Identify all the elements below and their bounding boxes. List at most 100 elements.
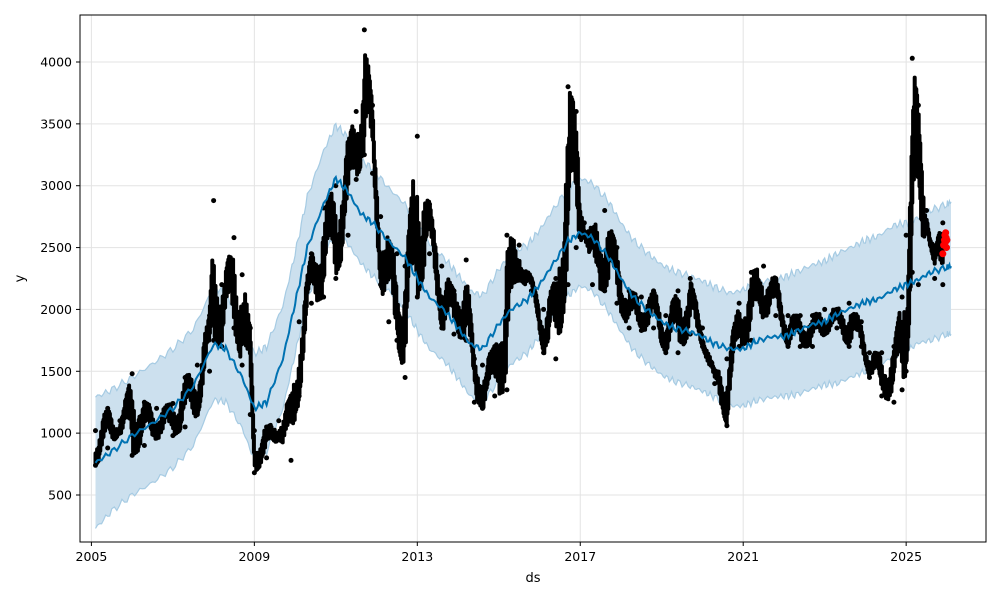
observed-point	[378, 282, 384, 288]
highlight-point	[939, 250, 947, 258]
observed-point	[402, 374, 408, 380]
observed-point	[516, 276, 522, 281]
observed-point	[614, 300, 620, 306]
observed-point	[394, 251, 400, 257]
observed-point	[675, 288, 681, 294]
observed-point	[602, 288, 608, 294]
observed-point	[451, 288, 457, 294]
observed-point	[761, 313, 767, 319]
observed-point	[891, 399, 897, 405]
observed-point	[479, 362, 485, 368]
observed-point	[207, 368, 213, 374]
observed-point	[940, 282, 946, 288]
x-tick-label: 2013	[401, 549, 433, 564]
observed-point	[402, 263, 408, 269]
observed-point	[308, 300, 314, 306]
x-tick-label: 2009	[238, 549, 270, 564]
observed-point	[915, 102, 921, 108]
observed-point	[182, 424, 188, 430]
observed-point	[651, 288, 657, 294]
observed-point	[288, 393, 294, 399]
plot-frame	[79, 14, 987, 543]
observed-point	[932, 245, 938, 251]
observed-point	[748, 269, 754, 275]
observed-point	[345, 232, 351, 238]
observed-point	[712, 381, 718, 387]
observed-point	[879, 393, 885, 399]
observed-point	[296, 393, 302, 399]
observed-point	[866, 374, 872, 380]
observed-point	[528, 276, 534, 281]
observed-point	[638, 327, 644, 333]
observed-point	[369, 102, 375, 108]
observed-point	[207, 313, 213, 319]
observed-point	[386, 319, 392, 325]
observed-point	[492, 344, 498, 350]
observed-point	[471, 399, 477, 405]
observed-point	[105, 405, 111, 411]
observed-point	[614, 245, 620, 251]
observed-point	[785, 313, 791, 319]
observed-point	[924, 220, 930, 226]
observed-point	[834, 325, 840, 331]
axis-ticks: 2005 2009 2013 2017 2021 2025 500 1000 1500 2000 2…	[40, 55, 922, 564]
observed-point	[589, 282, 595, 288]
observed-point	[129, 452, 135, 458]
observed-point	[809, 313, 815, 319]
observed-point	[541, 350, 547, 356]
observed-point	[247, 412, 253, 418]
observed-point	[92, 428, 98, 434]
upper-bound-line	[95, 122, 952, 398]
forecast-line	[94, 174, 952, 464]
observed-point	[231, 325, 237, 331]
observed-point	[170, 433, 176, 439]
observed-point	[239, 272, 245, 278]
observed-point	[194, 412, 200, 418]
observed-point	[471, 356, 477, 362]
x-axis-label: ds	[525, 571, 540, 586]
observed-point	[699, 344, 705, 350]
x-tick-label: 2017	[564, 549, 596, 564]
observed-point	[797, 344, 803, 350]
observed-point	[724, 356, 730, 362]
observed-point	[463, 257, 469, 263]
observed-point	[909, 269, 915, 275]
forecast-line-group	[94, 174, 952, 464]
observed-point	[891, 344, 897, 350]
observed-point	[785, 344, 791, 350]
observed-point	[675, 350, 681, 356]
observed-point	[427, 251, 433, 257]
observed-point	[251, 428, 257, 434]
observed-point	[516, 242, 522, 248]
observed-point	[858, 319, 864, 325]
observed-point	[288, 457, 294, 463]
observed-point	[846, 344, 852, 350]
observed-point	[573, 245, 579, 251]
observed-point	[117, 418, 123, 424]
y-tick-label: 3500	[40, 116, 72, 131]
observed-point	[761, 263, 767, 269]
observed-point	[809, 344, 815, 350]
observed-point	[296, 319, 302, 325]
observed-point	[565, 282, 571, 288]
observed-point	[394, 337, 400, 343]
observed-point	[858, 344, 864, 350]
observed-point	[105, 445, 111, 451]
observed-point	[940, 220, 946, 226]
observed-point	[915, 282, 921, 288]
observed-point	[264, 424, 270, 430]
observed-point	[573, 108, 579, 114]
observed-point	[170, 400, 176, 406]
observed-point	[439, 325, 445, 331]
y-tick-label: 4000	[40, 55, 72, 70]
observed-point	[92, 462, 98, 468]
observed-point	[651, 325, 657, 331]
observed-point	[581, 220, 587, 226]
observed-point	[369, 170, 375, 176]
observed-point	[479, 405, 485, 411]
observed-point	[414, 133, 420, 139]
observed-point	[602, 207, 608, 213]
observed-point	[834, 306, 840, 312]
observed-point	[194, 362, 200, 368]
